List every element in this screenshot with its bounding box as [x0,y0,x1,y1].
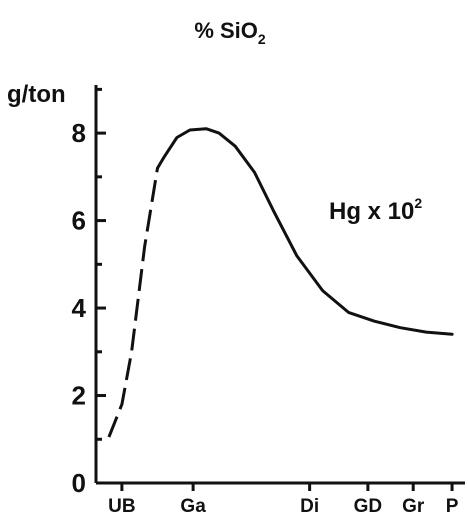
x-tick-label-gr: Gr [402,496,425,517]
x-tick-group: UB Ga Di GD Gr P [108,483,459,517]
y-tick-label: 8 [72,118,86,148]
x-tick-label-gd: GD [354,496,383,517]
x-tick-label-p: P [446,496,459,517]
x-tick-label-ga: Ga [180,496,206,517]
hg-series-dashed [107,167,159,438]
y-tick-label: 6 [72,206,86,236]
chart-title-main: % SiO [194,18,258,43]
y-axis-label: g/ton [7,81,66,108]
x-tick-label-ub: UB [108,496,135,517]
y-tick-group: 0 2 4 6 8 [72,87,106,498]
series-annotation-main: Hg x 10 [329,198,414,225]
chart-title: % SiO2 [194,18,266,47]
y-tick-label: 0 [72,468,86,498]
y-tick-label: 4 [72,293,87,323]
y-tick-label: 2 [72,381,86,411]
x-tick-label-di: Di [300,496,319,517]
chart-title-subscript: 2 [258,31,266,47]
hg-series-solid [156,127,454,336]
series-annotation: Hg x 102 [329,195,422,225]
series-group [107,127,454,438]
series-annotation-superscript: 2 [414,195,422,211]
chart-axes [94,85,465,485]
